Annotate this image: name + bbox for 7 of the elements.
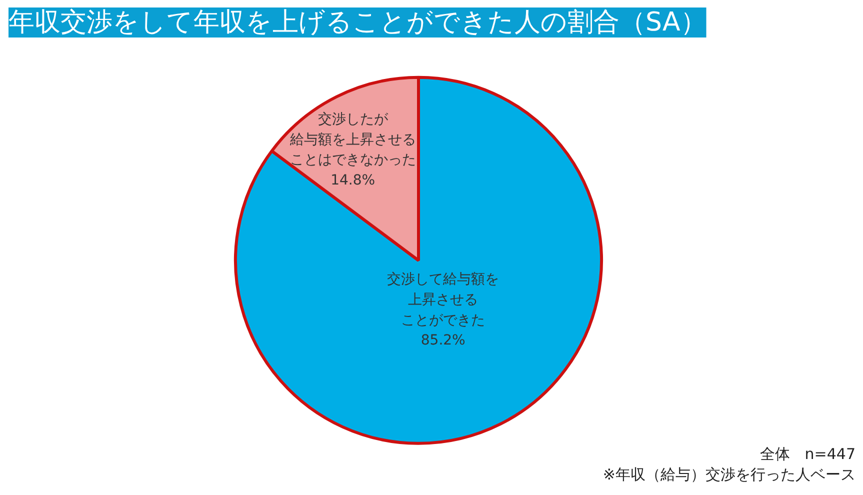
data-label: 85.2% [420, 332, 466, 349]
text: ※年収（給与）交渉を行った人ベース [602, 465, 856, 484]
slice-label: 交渉したが給与額を上昇させることはできなかった [288, 112, 416, 168]
slice-label: 交渉して給与額を上昇させることができた [387, 272, 500, 328]
data-label: 14.8% [330, 172, 376, 188]
chart-title: 年収交渉をして年収を上げることができた人の割合（SA） [8, 8, 706, 38]
text: 全体 n=447 [760, 445, 856, 464]
